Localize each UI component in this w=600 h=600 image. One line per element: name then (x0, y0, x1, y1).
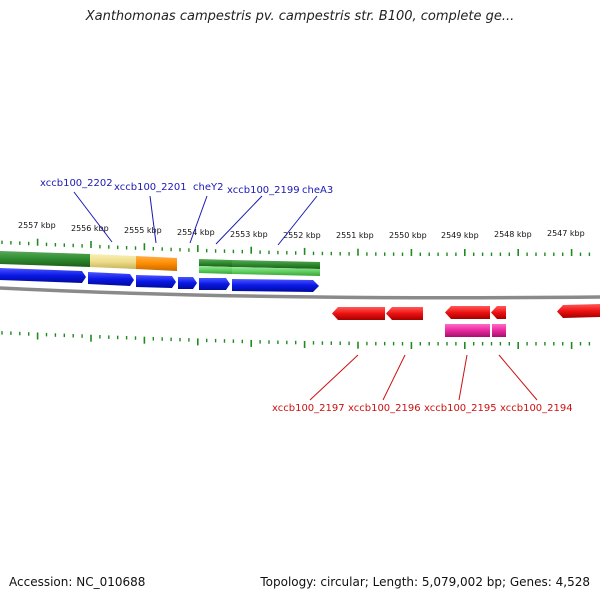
gene-arrow-forward[interactable] (88, 272, 134, 286)
scale-label: 2553 kbp (230, 230, 268, 239)
gene-arrow-reverse[interactable] (491, 306, 506, 319)
gene-arrow-forward[interactable] (0, 268, 86, 283)
leader-line (309, 354, 359, 401)
leader-line (458, 354, 468, 401)
leader-line (189, 195, 208, 244)
gene-label[interactable]: xccb100_2194 (500, 403, 573, 414)
gene-arrow-reverse[interactable] (332, 307, 385, 320)
feature-bar-green[interactable] (232, 260, 320, 269)
gene-arrow-reverse[interactable] (386, 307, 423, 320)
gene-arrow-forward[interactable] (136, 275, 176, 288)
feature-bar-light-green[interactable] (199, 266, 232, 274)
accession-label: Accession: NC_010688 (9, 575, 146, 589)
forward-label-leaders (73, 191, 318, 246)
scale-label: 2551 kbp (336, 231, 374, 240)
genome-summary: Topology: circular; Length: 5,079,002 bp… (260, 575, 590, 589)
scale-label: 2547 kbp (547, 229, 585, 238)
leader-line (498, 354, 538, 401)
rna-feature[interactable] (492, 324, 506, 337)
scale-label: 2548 kbp (494, 230, 532, 239)
gene-arrow-forward[interactable] (178, 277, 197, 289)
scale-label: 2552 kbp (283, 231, 321, 240)
forward-feature-track (0, 251, 320, 276)
forward-gene-labels: xccb100_2202 xccb100_2201 cheY2 xccb100_… (40, 178, 333, 196)
gene-label[interactable]: xccb100_2201 (114, 182, 187, 193)
leader-line (149, 195, 157, 244)
leader-line (215, 195, 263, 245)
reverse-gene-track (332, 304, 600, 320)
gene-arrow-reverse[interactable] (557, 304, 600, 318)
rna-feature[interactable] (445, 324, 490, 337)
gene-arrow-forward[interactable] (199, 278, 230, 290)
scale-label: 2556 kbp (71, 224, 109, 233)
leader-line (382, 354, 406, 401)
gene-arrow-forward[interactable] (232, 279, 319, 292)
feature-bar-khaki[interactable] (90, 254, 136, 269)
gene-label[interactable]: xccb100_2199 (227, 185, 300, 196)
reverse-label-leaders (309, 354, 538, 401)
gene-label[interactable]: xccb100_2202 (40, 178, 113, 189)
forward-scale-ticks (1, 238, 591, 256)
reverse-rna-track (445, 324, 506, 337)
feature-bar-green[interactable] (0, 251, 90, 267)
feature-bar-green[interactable] (199, 259, 232, 267)
scale-label: 2549 kbp (441, 231, 479, 240)
gene-label[interactable]: cheA3 (302, 185, 333, 196)
gene-arrow-reverse[interactable] (445, 306, 490, 319)
reverse-gene-labels: xccb100_2197 xccb100_2196 xccb100_2195 x… (272, 403, 573, 414)
genome-backbone (0, 286, 600, 300)
scale-label: 2557 kbp (18, 221, 56, 230)
scale-label: 2550 kbp (389, 231, 427, 240)
forward-gene-track (0, 268, 319, 292)
gene-label[interactable]: xccb100_2197 (272, 403, 345, 414)
scale-label: 2555 kbp (124, 226, 162, 235)
gene-label[interactable]: cheY2 (193, 182, 223, 193)
feature-bar-light-green[interactable] (232, 267, 320, 276)
scale-labels: 2557 kbp 2556 kbp 2555 kbp 2554 kbp 2553… (18, 221, 585, 240)
gene-label[interactable]: xccb100_2196 (348, 403, 421, 414)
scale-label: 2554 kbp (177, 228, 215, 237)
feature-bar-orange[interactable] (136, 256, 177, 271)
leader-line (277, 195, 318, 246)
reverse-scale-ticks (1, 331, 591, 349)
gene-label[interactable]: xccb100_2195 (424, 403, 497, 414)
leader-line (73, 191, 113, 243)
map-title: Xanthomonas campestris pv. campestris st… (85, 9, 515, 24)
